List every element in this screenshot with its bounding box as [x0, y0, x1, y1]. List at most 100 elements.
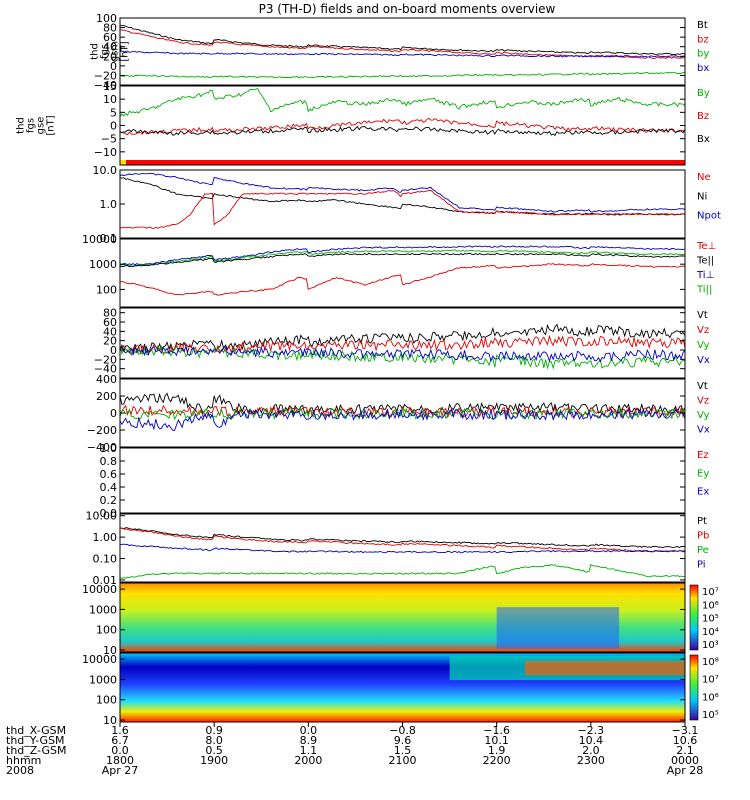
series-line-Vx: [119, 344, 686, 363]
footer-cell: −2.3: [577, 724, 604, 737]
legend-entry: Pe: [697, 545, 709, 556]
figure-title: P3 (TH-D) fields and on-board moments ov…: [259, 2, 556, 16]
footer-cell: 0000: [671, 754, 699, 767]
y-tick-label: 10.0: [93, 164, 118, 177]
colorbar-tick-label: 10⁶: [702, 600, 719, 611]
y-axis-label-line: thd: [90, 43, 101, 60]
y-tick-label: 5: [110, 106, 117, 119]
y-tick-label: 100: [96, 624, 117, 637]
colorbar-tick-label: 10⁷: [702, 675, 719, 686]
legend-entry: Vz: [697, 396, 709, 407]
y-tick-label: −40: [94, 363, 117, 376]
legend-entry: Ti⊥: [696, 270, 714, 281]
legend-entry: Vx: [697, 355, 710, 366]
spectrogram-region: [524, 661, 685, 675]
footer-cell: 1.1: [300, 744, 318, 757]
spectrogram-region: [496, 607, 620, 649]
series-line-Vx: [119, 408, 686, 432]
panel-frame: [119, 513, 686, 583]
panel-6: 4002000−200−400thdpeimvelocitygsm[km/s]V…: [87, 373, 710, 454]
y-axis-label-line: fgs: [26, 118, 37, 133]
y-tick-label: 15: [103, 80, 117, 93]
y-tick-label: −40: [94, 79, 117, 92]
y-axis-label-line: [nT]: [46, 115, 57, 135]
y-axis-label-line: gsm: [110, 41, 121, 62]
y-tick-label: 0: [110, 407, 117, 420]
y-tick-label: 100: [96, 694, 117, 707]
series-line-Npot: [119, 172, 686, 213]
y-tick-label: 20: [103, 335, 117, 348]
y-tick-label: 0.0: [100, 507, 118, 520]
footer-cell: 10.4: [579, 734, 604, 747]
y-tick-label: 100: [96, 283, 117, 296]
legend-entry: Bz: [697, 111, 709, 122]
y-tick-label: −20: [94, 353, 117, 366]
colorbar-tick-label: 10⁶: [702, 692, 719, 703]
y-tick-label: 0.2: [100, 494, 118, 507]
footer-row-label: hhmm: [6, 754, 41, 767]
footer-cell: 2.1: [676, 744, 694, 757]
y-tick-label: 1.0: [100, 442, 118, 455]
y-tick-label: −20: [94, 69, 117, 82]
series-line-Bt: [119, 24, 686, 55]
y-axis-label-line: [nT]: [120, 41, 131, 61]
legend-entry: Vt: [697, 310, 708, 321]
legend-entry: by: [697, 49, 709, 60]
y-tick-label: 80: [103, 22, 117, 35]
y-tick-label: 400: [96, 373, 117, 386]
y-tick-label: 0: [110, 120, 117, 133]
y-axis-label-line: gse: [36, 117, 47, 135]
y-tick-label: 0.4: [100, 481, 118, 494]
y-tick-label: 1000: [89, 673, 117, 686]
y-axis-label: thd fgs gsm [nT]: [90, 41, 131, 62]
colorbar: [689, 584, 699, 651]
y-tick-label: 1.00: [93, 531, 118, 544]
y-tick-label: 40: [103, 325, 117, 338]
legend-entry: By: [697, 88, 710, 99]
legend-entry: Te||: [696, 256, 714, 267]
y-tick-label: 20: [103, 50, 117, 63]
quality-flag-bar: [120, 160, 685, 165]
panel-frame: [119, 582, 686, 653]
y-tick-label: 0.1: [100, 232, 118, 245]
y-tick-label: 10: [103, 714, 117, 727]
series-line-Vy: [119, 407, 686, 421]
y-tick-label: 60: [103, 316, 117, 329]
series-line-Ni: [119, 177, 686, 216]
y-tick-label: 10000: [82, 233, 117, 246]
colorbar-tick-label: 10⁷: [702, 587, 719, 598]
footer-cell: 0.9: [205, 724, 223, 737]
footer-cell: 0.5: [205, 744, 223, 757]
series-line-Pt: [119, 527, 686, 549]
panel-4: 100001000100mom[eV]Te⊥Te||Ti⊥Ti||: [82, 233, 716, 308]
footer-row-label: thd_Z-GSM: [6, 744, 66, 757]
footer-cell: 6.7: [111, 734, 129, 747]
quality-flag-start: [120, 160, 126, 165]
footer-cell: 1800: [106, 754, 134, 767]
y-axis-label-line: thd: [16, 117, 27, 134]
legend-entry: Te⊥: [696, 241, 716, 252]
legend-entry: Ne: [697, 172, 711, 183]
series-line-by: [119, 50, 686, 58]
legend-entry: Ey: [697, 468, 709, 479]
legend-entry: Vt: [697, 381, 708, 392]
colorbar-tick-label: 10⁴: [702, 627, 719, 638]
series-line-Bz: [119, 117, 686, 136]
y-tick-label: 0: [110, 344, 117, 357]
footer-cell: 1.9: [488, 744, 506, 757]
y-axis-label-line: fgs: [100, 44, 111, 59]
colorbar-tick-label: 10⁵: [702, 614, 719, 625]
panel-9: 10⁷10⁶10⁵10⁴10³10000100010010thdpeirenef…: [82, 582, 719, 657]
y-tick-label: 10.00: [86, 510, 118, 523]
legend-entry: Ni: [697, 191, 707, 202]
footer-cell: 10.1: [484, 734, 509, 747]
y-axis-label: thd fgs gse [nT]: [16, 115, 57, 135]
footer-cell: 2100: [389, 754, 417, 767]
panel-frame: [119, 447, 686, 514]
panel-frame: [119, 17, 686, 86]
panel-frame: [119, 307, 686, 379]
